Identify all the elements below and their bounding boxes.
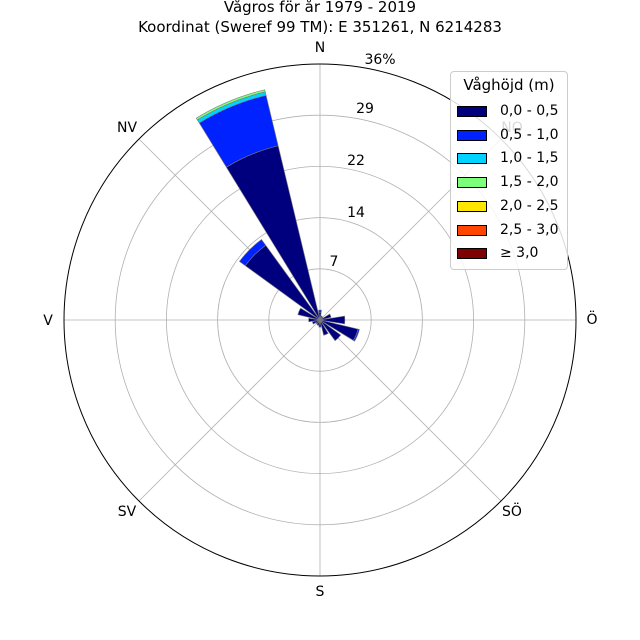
radial-tick-label: 22 — [347, 153, 365, 169]
legend-title: Våghöjd (m) — [463, 76, 555, 94]
bar-segment — [239, 239, 267, 267]
chart-title: Vågros för år 1979 - 2019 — [223, 0, 417, 16]
grid-spoke — [138, 319, 321, 502]
bar-segment — [319, 313, 332, 321]
legend-label: 0,5 - 1,0 — [500, 127, 559, 143]
radial-tick-label: 14 — [347, 205, 365, 221]
direction-label: SV — [118, 504, 137, 520]
direction-label: V — [43, 313, 53, 329]
bar-segment — [319, 319, 342, 342]
legend-swatch — [457, 225, 487, 236]
direction-label: SÖ — [502, 502, 522, 520]
direction-label: N — [315, 40, 325, 56]
bar-segment — [318, 309, 322, 313]
legend-label: 2,5 - 3,0 — [500, 222, 559, 238]
bar-segment — [352, 328, 360, 342]
legend-swatch — [457, 130, 487, 141]
bar-segment — [319, 319, 329, 336]
legend-label: ≥ 3,0 — [500, 245, 539, 261]
legend-label: 2,0 - 2,5 — [500, 198, 559, 214]
legend: Våghöjd (m) 0,0 - 0,5 0,5 - 1,0 1,0 - 1,… — [450, 71, 568, 270]
bar-segment — [308, 317, 321, 323]
chart-subtitle: Koordinat (Sweref 99 TM): E 351261, N 62… — [138, 18, 502, 36]
bar-segment — [297, 307, 321, 321]
direction-label: NV — [117, 120, 137, 136]
polar-frame — [63, 63, 577, 577]
legend-label: 0,0 - 0,5 — [500, 103, 559, 119]
legend-swatch — [457, 248, 487, 259]
legend-swatch — [457, 106, 487, 117]
legend-label: 1,0 - 1,5 — [500, 150, 559, 166]
bar-segment — [312, 319, 321, 325]
direction-label: S — [316, 584, 325, 600]
legend-swatch — [457, 153, 487, 164]
bar-segment — [195, 89, 266, 121]
bar-segment — [315, 319, 321, 325]
direction-label: Ö — [586, 310, 597, 328]
legend-label: 1,5 - 2,0 — [500, 174, 559, 190]
bar-segment — [319, 315, 346, 325]
grid-spoke — [319, 319, 502, 502]
radial-tick-label: 36% — [364, 52, 395, 68]
legend-swatch — [457, 177, 487, 188]
radial-tick-label: 7 — [330, 254, 339, 270]
radial-tick-label: 29 — [356, 101, 374, 117]
bar-segment — [318, 319, 322, 328]
legend-swatch — [457, 201, 487, 212]
